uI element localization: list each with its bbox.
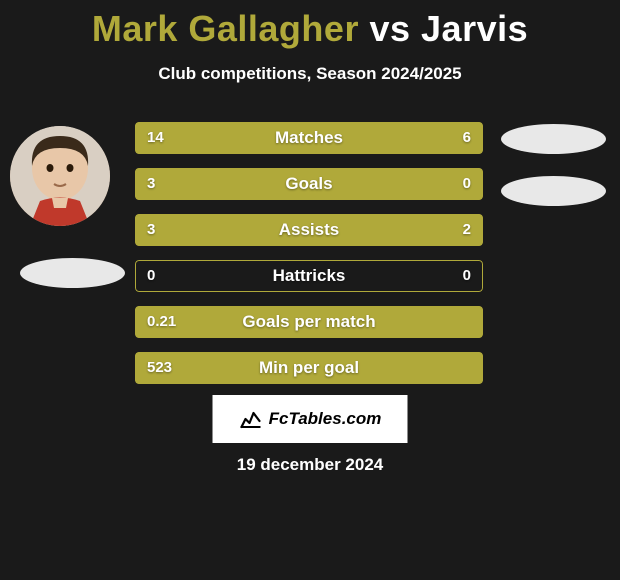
player1-name: Mark Gallagher xyxy=(92,8,359,49)
stat-value-right: 2 xyxy=(463,214,471,246)
stat-label: Min per goal xyxy=(135,352,483,384)
stat-row: Matches14 6 xyxy=(135,122,483,154)
stat-row: Min per goal523 xyxy=(135,352,483,384)
stat-row: Goals3 0 xyxy=(135,168,483,200)
shadow-ellipse-right-1 xyxy=(501,124,606,154)
stat-value-left: 14 xyxy=(147,122,164,154)
stat-value-left: 3 xyxy=(147,214,155,246)
stat-value-right: 0 xyxy=(463,168,471,200)
stat-value-right: 0 xyxy=(463,260,471,292)
stat-label: Goals xyxy=(135,168,483,200)
shadow-ellipse-right-2 xyxy=(501,176,606,206)
subtitle: Club competitions, Season 2024/2025 xyxy=(0,64,620,84)
stat-label: Goals per match xyxy=(135,306,483,338)
comparison-title: Mark Gallagher vs Jarvis xyxy=(0,0,620,50)
stat-row: Assists3 2 xyxy=(135,214,483,246)
stat-row: Goals per match0.21 xyxy=(135,306,483,338)
stat-value-left: 0 xyxy=(147,260,155,292)
brand-badge: FcTables.com xyxy=(213,395,408,443)
date-text: 19 december 2024 xyxy=(0,455,620,475)
stat-row: Hattricks0 0 xyxy=(135,260,483,292)
vs-text: vs xyxy=(369,8,410,49)
player2-name: Jarvis xyxy=(421,8,528,49)
stats-icon xyxy=(239,407,263,431)
stat-value-right: 6 xyxy=(463,122,471,154)
face-icon xyxy=(10,126,110,226)
stat-value-left: 0.21 xyxy=(147,306,176,338)
shadow-ellipse-left xyxy=(20,258,125,288)
stat-value-left: 3 xyxy=(147,168,155,200)
stat-label: Hattricks xyxy=(135,260,483,292)
stats-bars: Matches146Goals30Assists32Hattricks00Goa… xyxy=(135,122,483,384)
brand-text: FcTables.com xyxy=(269,409,382,429)
stat-label: Assists xyxy=(135,214,483,246)
stat-value-left: 523 xyxy=(147,352,172,384)
player1-avatar xyxy=(10,126,110,226)
stat-label: Matches xyxy=(135,122,483,154)
